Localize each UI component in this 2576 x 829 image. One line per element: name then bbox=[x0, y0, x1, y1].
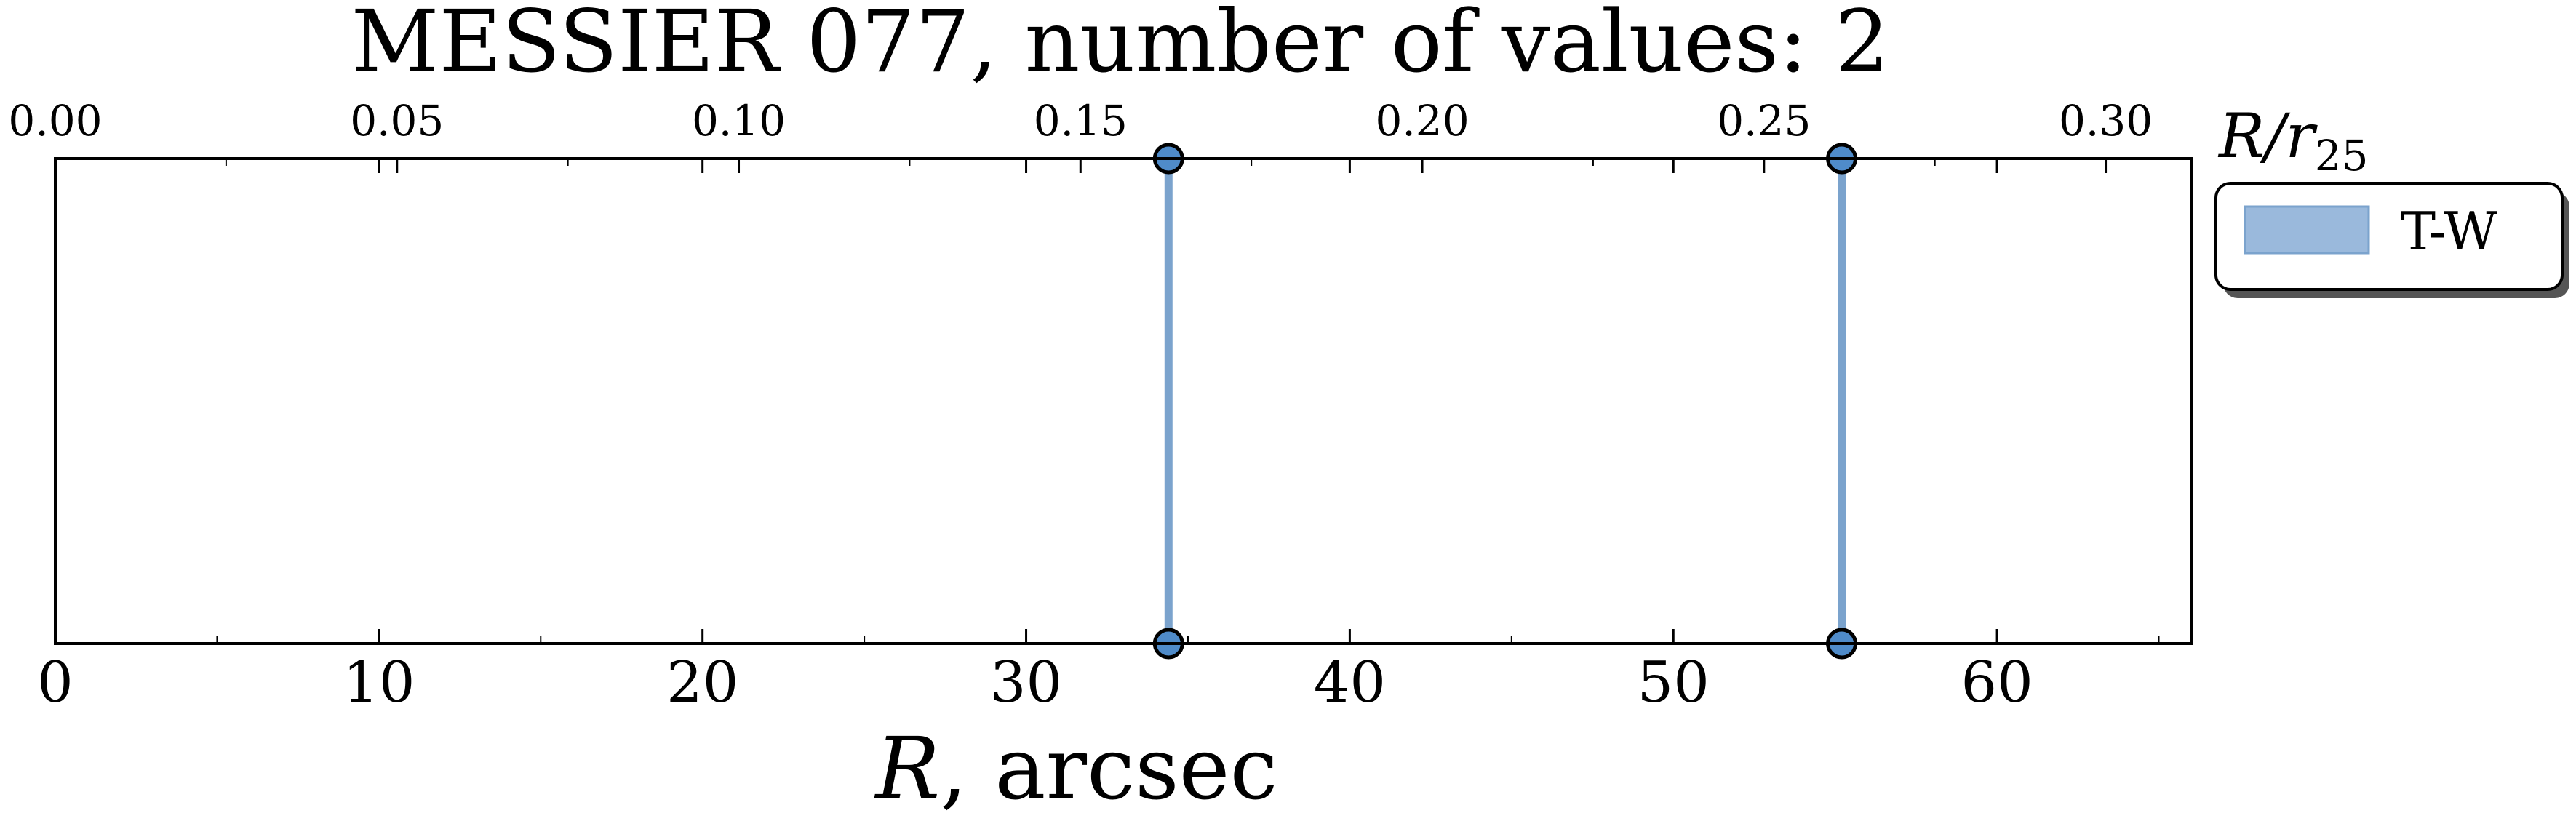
bottom-tick-label: 30 bbox=[990, 650, 1062, 716]
x-axis-label: R, arcsec bbox=[874, 718, 1277, 819]
top-tick-label: 0.25 bbox=[1717, 96, 1811, 145]
bottom-axis-ticks: 0 10 20 30 40 50 60 bbox=[37, 159, 2160, 716]
top-tick-label: 0.00 bbox=[8, 96, 102, 145]
legend-swatch bbox=[2244, 205, 2370, 255]
bottom-tick-label: 40 bbox=[1314, 650, 1386, 716]
legend-label: T-W bbox=[2401, 201, 2497, 262]
bottom-tick-label: 0 bbox=[37, 650, 73, 716]
bottom-tick-label: 50 bbox=[1638, 650, 1710, 716]
top-tick-label: 0.15 bbox=[1034, 96, 1128, 145]
top-axis-label: R/r25 bbox=[2217, 100, 2369, 180]
legend: T-W bbox=[2214, 182, 2569, 298]
bottom-tick-label: 10 bbox=[343, 650, 415, 716]
plot-frame bbox=[54, 157, 2193, 645]
series-layer bbox=[1152, 143, 1858, 660]
chart-title: MESSIER 077, number of values: 2 bbox=[351, 0, 1890, 92]
top-axis-ticks: 0.00 0.05 0.10 0.15 0.20 0.25 0.30 bbox=[8, 96, 2153, 173]
top-tick-label: 0.30 bbox=[2059, 96, 2153, 145]
top-tick-label: 0.05 bbox=[350, 96, 444, 145]
top-tick-label: 0.10 bbox=[692, 96, 786, 145]
bottom-tick-label: 60 bbox=[1961, 650, 2033, 716]
bottom-tick-label: 20 bbox=[666, 650, 738, 716]
top-tick-label: 0.20 bbox=[1375, 96, 1469, 145]
